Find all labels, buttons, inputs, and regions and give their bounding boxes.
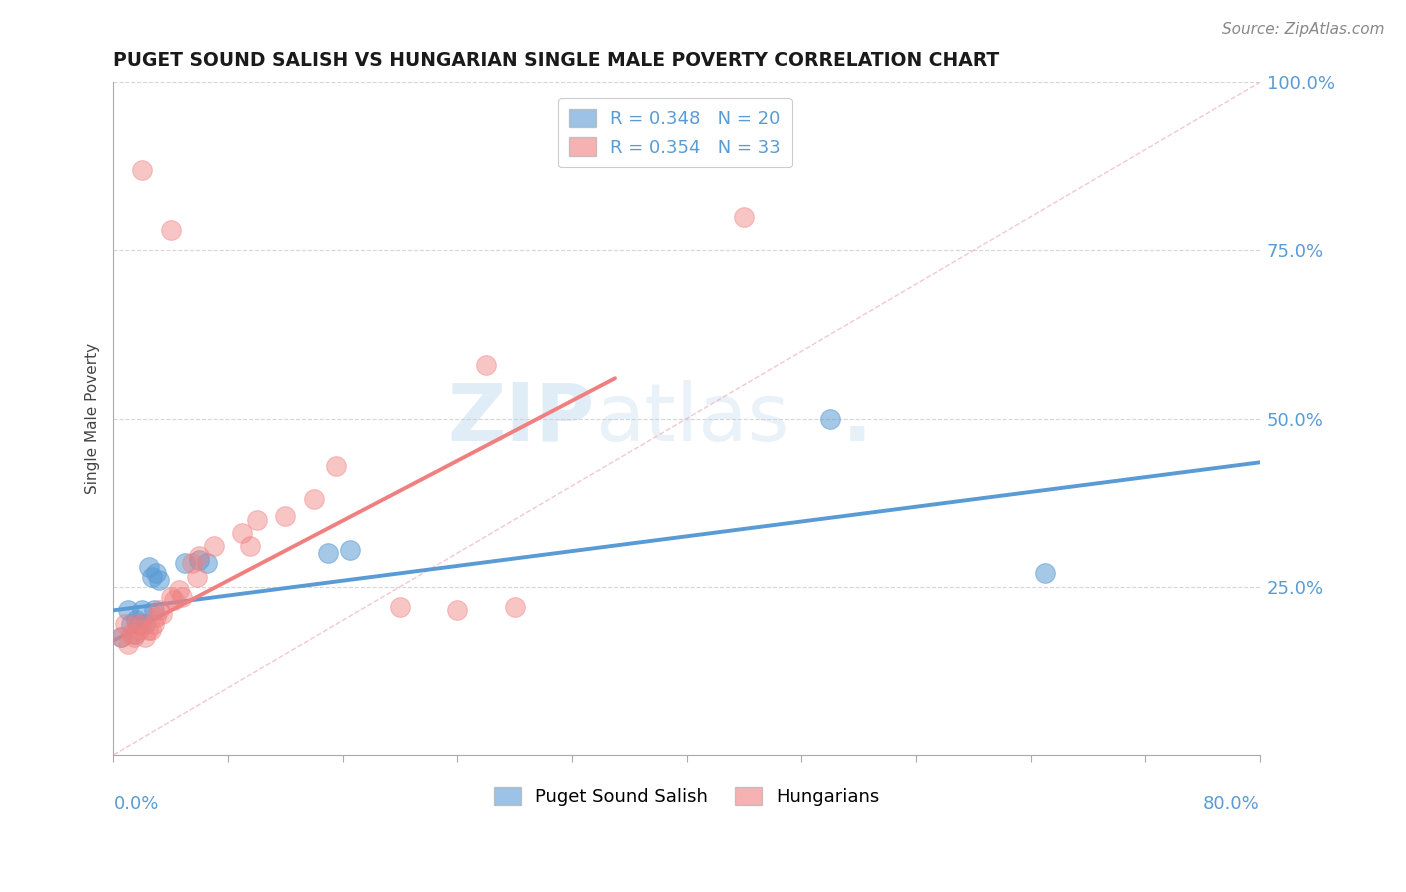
Point [128, 624, 150, 638]
Point [134, 630, 156, 644]
Point [188, 549, 211, 564]
Point [202, 540, 225, 554]
Point [139, 624, 162, 638]
Point [145, 610, 167, 624]
Point [125, 616, 148, 631]
Point [174, 556, 197, 570]
Y-axis label: Single Male Poverty: Single Male Poverty [86, 343, 100, 494]
Point [138, 559, 160, 574]
Text: 0.0%: 0.0% [114, 796, 159, 814]
Point [475, 358, 498, 372]
Point [163, 593, 186, 607]
Text: Source: ZipAtlas.com: Source: ZipAtlas.com [1222, 22, 1385, 37]
Point [302, 492, 325, 507]
Point [110, 630, 132, 644]
Point [159, 223, 181, 237]
Point [117, 637, 139, 651]
Point [274, 509, 297, 524]
Point [131, 603, 153, 617]
Point [122, 630, 145, 644]
Point [231, 525, 253, 540]
Point [195, 556, 218, 570]
Point [181, 556, 204, 570]
Point [733, 210, 755, 224]
Point [141, 569, 163, 583]
Text: ZIP: ZIP [447, 380, 595, 458]
Point [169, 583, 191, 598]
Point [110, 630, 132, 644]
Point [339, 542, 361, 557]
Point [325, 458, 347, 473]
Point [134, 616, 156, 631]
Point [136, 624, 159, 638]
Point [1033, 566, 1056, 581]
Text: .: . [841, 380, 872, 458]
Point [188, 553, 211, 567]
Text: atlas: atlas [595, 380, 789, 458]
Point [131, 616, 153, 631]
Point [148, 573, 170, 587]
Legend: Puget Sound Salish, Hungarians: Puget Sound Salish, Hungarians [486, 780, 887, 814]
Point [142, 603, 165, 617]
Point [120, 627, 142, 641]
Point [186, 569, 208, 583]
Point [318, 546, 340, 560]
Point [389, 599, 412, 614]
Text: 80.0%: 80.0% [1204, 796, 1260, 814]
Point [818, 411, 841, 425]
Point [131, 162, 153, 177]
Point [446, 603, 468, 617]
Point [148, 603, 170, 617]
Point [172, 590, 194, 604]
Point [124, 627, 146, 641]
Point [159, 590, 181, 604]
Point [246, 512, 269, 526]
Point [145, 566, 167, 581]
Text: PUGET SOUND SALISH VS HUNGARIAN SINGLE MALE POVERTY CORRELATION CHART: PUGET SOUND SALISH VS HUNGARIAN SINGLE M… [114, 51, 1000, 70]
Point [120, 616, 142, 631]
Point [128, 616, 150, 631]
Point [142, 616, 165, 631]
Point [150, 607, 173, 621]
Point [503, 599, 526, 614]
Point [239, 540, 262, 554]
Point [114, 616, 136, 631]
Point [117, 603, 139, 617]
Point [125, 614, 148, 628]
